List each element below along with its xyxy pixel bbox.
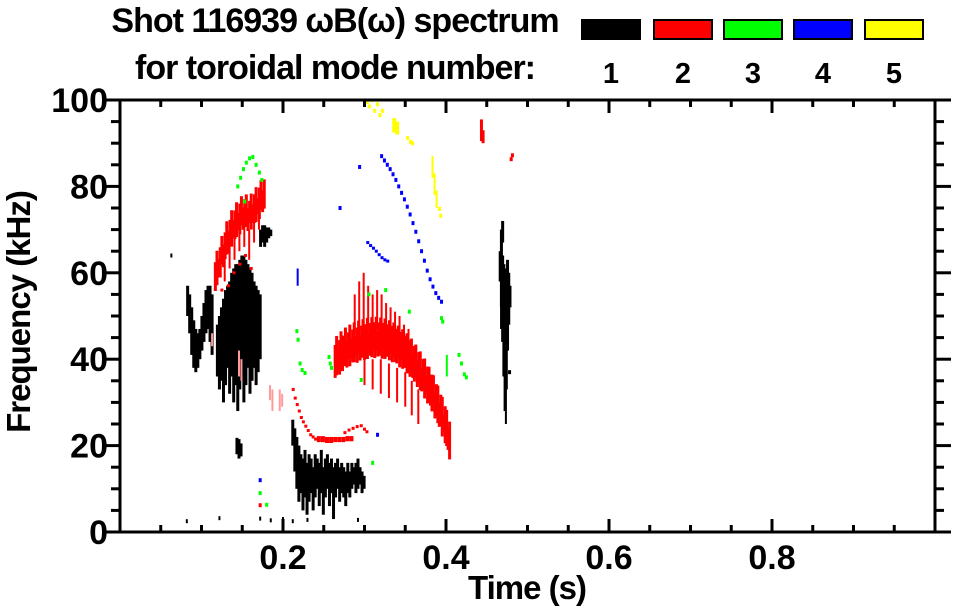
legend-label-n2: 2: [674, 58, 692, 90]
x-tick-label-0.8: 0.8: [748, 539, 795, 577]
y-tick-label-40: 40: [70, 341, 108, 379]
legend-label-n3: 3: [744, 58, 762, 90]
figure-title-line-2: for toroidal mode number:: [135, 49, 536, 87]
legend-swatch-n1: [581, 19, 641, 40]
series-n5: [365, 100, 443, 218]
x-tick-label-0.4: 0.4: [422, 539, 469, 577]
series-n1: [170, 220, 512, 524]
legend-swatch-n2: [653, 19, 713, 40]
x-tick-label-0.2: 0.2: [259, 539, 306, 577]
figure-title-line-1: Shot 116939 ωB(ω) spectrum: [111, 2, 559, 40]
x-axis-title: Time (s): [468, 569, 587, 606]
y-tick-label-100: 100: [51, 82, 108, 120]
y-tick-label-80: 80: [70, 168, 108, 206]
y-tick-label-0: 0: [89, 514, 108, 552]
y-axis-title: Frequency (kHz): [0, 191, 37, 433]
legend-swatch-n4: [793, 19, 853, 40]
x-tick-label-0.6: 0.6: [585, 539, 632, 577]
legend-label-n5: 5: [885, 58, 903, 90]
data-points: [170, 100, 514, 524]
series-n3: [236, 155, 468, 507]
axes: [104, 98, 951, 534]
series-n2: [211, 119, 514, 508]
legend-label-n4: 4: [814, 58, 832, 90]
tick-labels: 0.2 0.4 0.6 0.8 0 20 40 60 80 100: [51, 82, 795, 577]
legend-label-n1: 1: [602, 58, 620, 90]
y-tick-label-20: 20: [70, 428, 108, 466]
y-tick-label-60: 60: [70, 255, 108, 293]
series-n4: [258, 154, 444, 483]
legend-swatch-n3: [723, 19, 783, 40]
legend-swatch-n5: [864, 19, 924, 40]
